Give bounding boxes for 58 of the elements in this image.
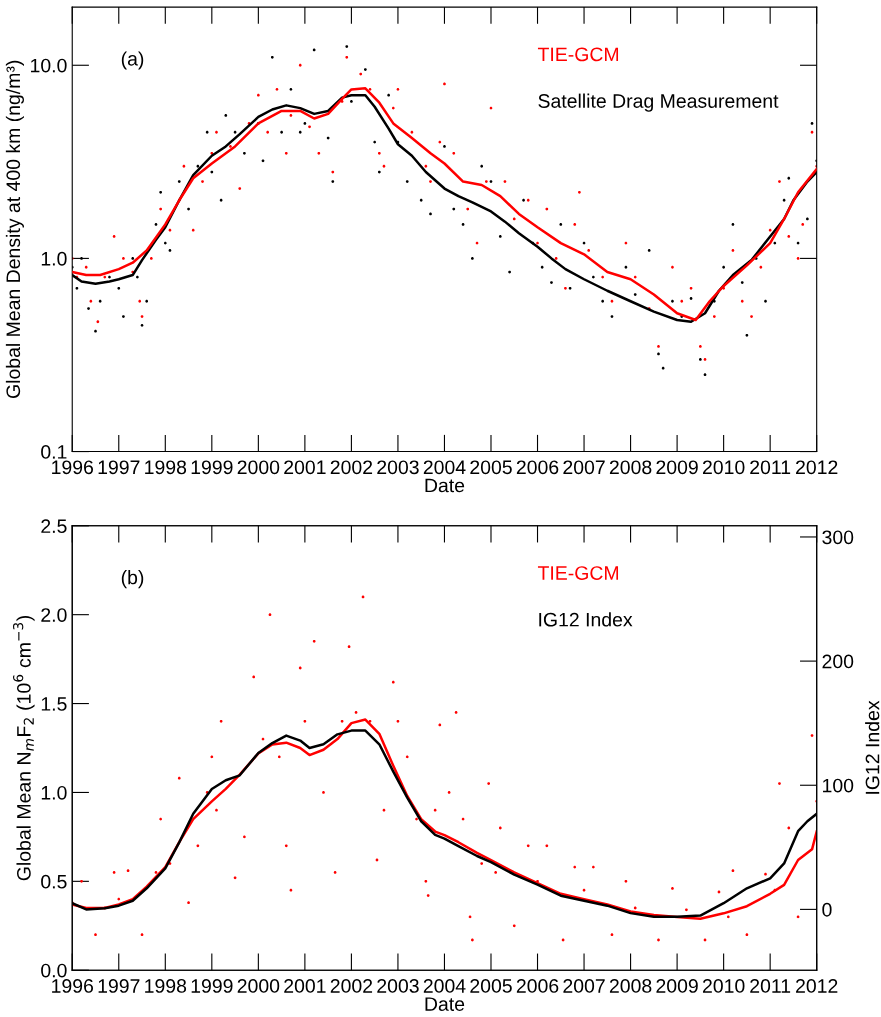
- y-tick-label: 0.5: [41, 874, 67, 889]
- x-tick-label: 1997: [98, 460, 140, 475]
- y2-tick-label: 300: [822, 530, 854, 545]
- x-tick-label: 2008: [609, 460, 652, 475]
- annotation: (b): [121, 570, 144, 589]
- x-tick-label: 2002: [330, 460, 373, 475]
- y-tick-label: 1.5: [41, 697, 67, 711]
- x-tick-label: 2009: [656, 460, 698, 475]
- x-tick-label: 1998: [145, 460, 187, 475]
- annotation: (a): [121, 51, 144, 70]
- x-tick-label: 2011: [750, 460, 791, 475]
- y-tick-label: 2.0: [41, 608, 67, 622]
- x-tick-label: 2006: [516, 979, 559, 993]
- y-tick-label: 1.0: [41, 785, 67, 800]
- x-tick-label: 2004: [423, 460, 466, 475]
- y-tick-label: 10.0: [31, 58, 67, 73]
- x-tick-label: 2010: [702, 460, 745, 475]
- x-tick-label: 2009: [656, 979, 698, 993]
- x-tick-label: 2003: [377, 460, 419, 475]
- x-tick-label: 1996: [52, 979, 94, 993]
- x-tick-label: 2007: [563, 460, 605, 475]
- x-tick-label: 2006: [516, 460, 559, 475]
- x-tick-label: 1997: [98, 979, 140, 993]
- x-tick-label: 2011: [750, 979, 791, 993]
- y-tick-label: 1.0: [41, 251, 67, 266]
- text: TIE-GCM: [537, 47, 619, 62]
- y-tick-label: 0.0: [41, 963, 67, 978]
- x-tick-label: 2008: [609, 979, 652, 993]
- text: IG12 Index: [539, 612, 633, 627]
- x-tick-label: 2012: [796, 979, 838, 993]
- x-tick-label: 2005: [470, 979, 512, 993]
- x-tick-label: 2001: [284, 460, 326, 475]
- y2-tick-label: 100: [823, 778, 854, 793]
- x-tick-label: 2000: [237, 979, 280, 993]
- y-tick-label: 2.5: [41, 519, 67, 534]
- y2-tick-label: 200: [822, 654, 854, 669]
- x-tick-label: 1996: [52, 460, 94, 475]
- x-tick-label: 2004: [423, 979, 466, 993]
- x-tick-label: 2000: [237, 460, 280, 475]
- series-label: Satellite Drag Measurement: [538, 93, 779, 112]
- x-tick-label: 1998: [145, 979, 187, 993]
- x-axis-title: Date: [425, 478, 465, 493]
- y-tick-label: 0.1: [41, 445, 67, 459]
- x-tick-label: 2007: [563, 979, 605, 993]
- x-tick-label: 2012: [796, 460, 838, 475]
- text: TIE-GCM: [537, 566, 619, 580]
- x-tick-label: 1999: [191, 979, 233, 993]
- x-tick-label: 2002: [330, 979, 373, 993]
- text: Global Mean N$_{m}$F$_{2}$ (10$^{6}$ cm$^{−3}$): [13, 616, 35, 881]
- x-tick-label: 2010: [702, 979, 745, 993]
- x-tick-label: 1999: [191, 460, 233, 475]
- x-tick-label: 2001: [284, 979, 326, 993]
- x-tick-label: 2005: [470, 460, 512, 475]
- y-axis-title: Global Mean Density at 400 km (ng/m³): [5, 60, 24, 399]
- x-tick-label: 2003: [377, 979, 419, 993]
- x-axis-title: Date: [425, 997, 465, 1011]
- y2-axis-title: IG12 Index: [865, 700, 880, 794]
- y2-tick-label: 0: [822, 902, 832, 917]
